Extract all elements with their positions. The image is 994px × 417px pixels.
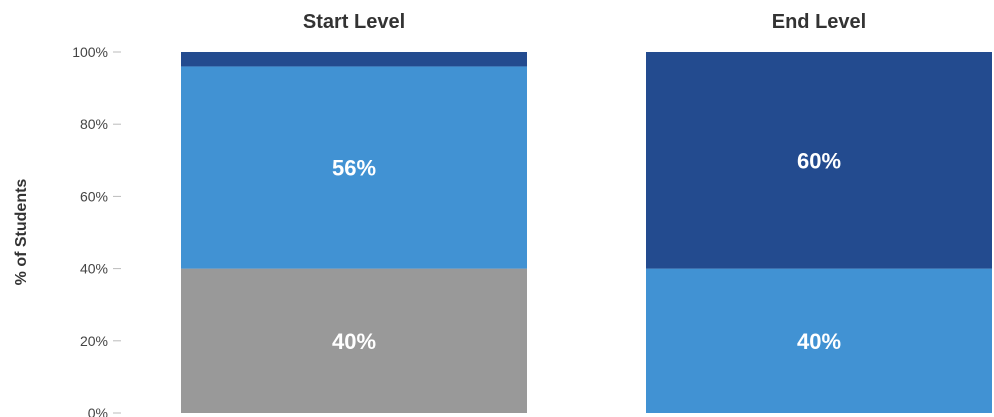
- bar-segment-label: 40%: [797, 329, 841, 354]
- bar-segment-label: 40%: [332, 329, 376, 354]
- chart-panels: Start Level 40% 56% End Level 40% 60%: [181, 11, 992, 413]
- y-tick-label: 60%: [80, 188, 108, 204]
- panel-1: Start Level 40% 56%: [181, 11, 527, 413]
- y-axis: 0% 20% 40% 60% 80% 100%: [72, 44, 121, 417]
- panel-title: End Level: [772, 11, 866, 33]
- bar-segment-label: 56%: [332, 156, 376, 181]
- y-axis-label: % of Students: [13, 179, 30, 286]
- bar-segment: [181, 268, 527, 413]
- bar-segment: [181, 66, 527, 269]
- y-tick-label: 80%: [80, 116, 108, 132]
- bar-segment-label: 60%: [797, 148, 841, 173]
- y-tick-label: 40%: [80, 261, 108, 277]
- y-tick-label: 0%: [88, 405, 108, 417]
- y-tick-label: 20%: [80, 333, 108, 349]
- panel-2: End Level 40% 60%: [646, 11, 992, 413]
- bar-segment: [646, 268, 992, 413]
- bar-segment: [181, 52, 527, 67]
- panel-title: Start Level: [303, 11, 405, 33]
- bar-segment: [646, 52, 992, 269]
- y-tick-label: 100%: [72, 44, 108, 60]
